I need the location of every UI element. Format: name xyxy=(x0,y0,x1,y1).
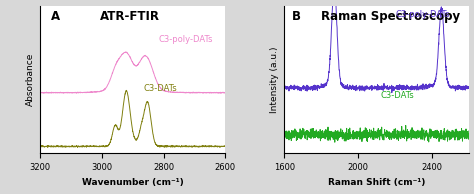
Text: C3-DATs: C3-DATs xyxy=(381,91,414,100)
Text: C3-poly-DATs: C3-poly-DATs xyxy=(395,10,450,19)
Text: B: B xyxy=(292,10,301,23)
Text: C3-DATs: C3-DATs xyxy=(144,84,178,93)
X-axis label: Wavenumber (cm⁻¹): Wavenumber (cm⁻¹) xyxy=(82,178,183,187)
Y-axis label: Absorbance: Absorbance xyxy=(26,53,35,106)
Y-axis label: Intensity (a.u.): Intensity (a.u.) xyxy=(270,46,279,113)
Text: Raman Spectroscopy: Raman Spectroscopy xyxy=(321,10,460,23)
X-axis label: Raman Shift (cm⁻¹): Raman Shift (cm⁻¹) xyxy=(328,178,426,187)
Text: A: A xyxy=(51,10,61,23)
Text: C3-poly-DATs: C3-poly-DATs xyxy=(159,35,213,44)
Text: ATR-FTIR: ATR-FTIR xyxy=(100,10,159,23)
